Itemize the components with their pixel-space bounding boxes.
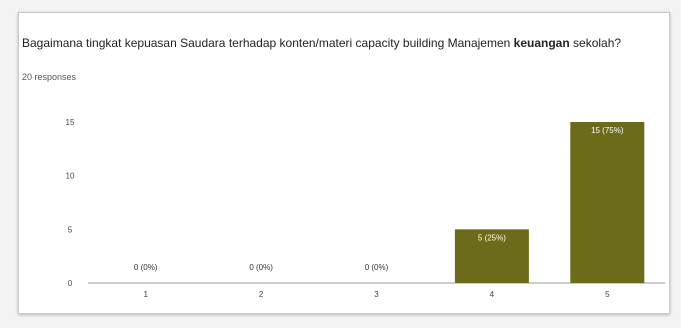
bar-5	[570, 122, 645, 283]
x-tick-label-3: 3	[374, 290, 379, 299]
data-label-3: 0 (0%)	[365, 263, 389, 272]
y-tick-label: 15	[66, 118, 75, 127]
x-tick-label-4: 4	[490, 290, 495, 299]
y-tick-label: 10	[66, 172, 75, 181]
x-tick-label-5: 5	[605, 290, 610, 299]
data-label-4: 5 (25%)	[478, 233, 506, 242]
question-text-bold: keuangan	[513, 36, 570, 50]
y-tick-label: 5	[68, 225, 73, 234]
y-tick-label: 0	[68, 279, 73, 288]
x-tick-label-1: 1	[143, 290, 148, 299]
chart-card	[18, 12, 670, 314]
question-text-part1: Bagaimana tingkat kepuasan Saudara terha…	[22, 36, 511, 50]
bar-4	[454, 229, 529, 283]
data-label-5: 15 (75%)	[591, 126, 624, 135]
data-label-2: 0 (0%)	[249, 263, 273, 272]
question-title: Bagaimana tingkat kepuasan Saudara terha…	[22, 34, 642, 52]
x-tick-label-2: 2	[259, 290, 264, 299]
data-label-1: 0 (0%)	[134, 263, 158, 272]
question-text-part3: sekolah?	[573, 36, 622, 50]
response-count: 20 responses	[22, 72, 77, 82]
